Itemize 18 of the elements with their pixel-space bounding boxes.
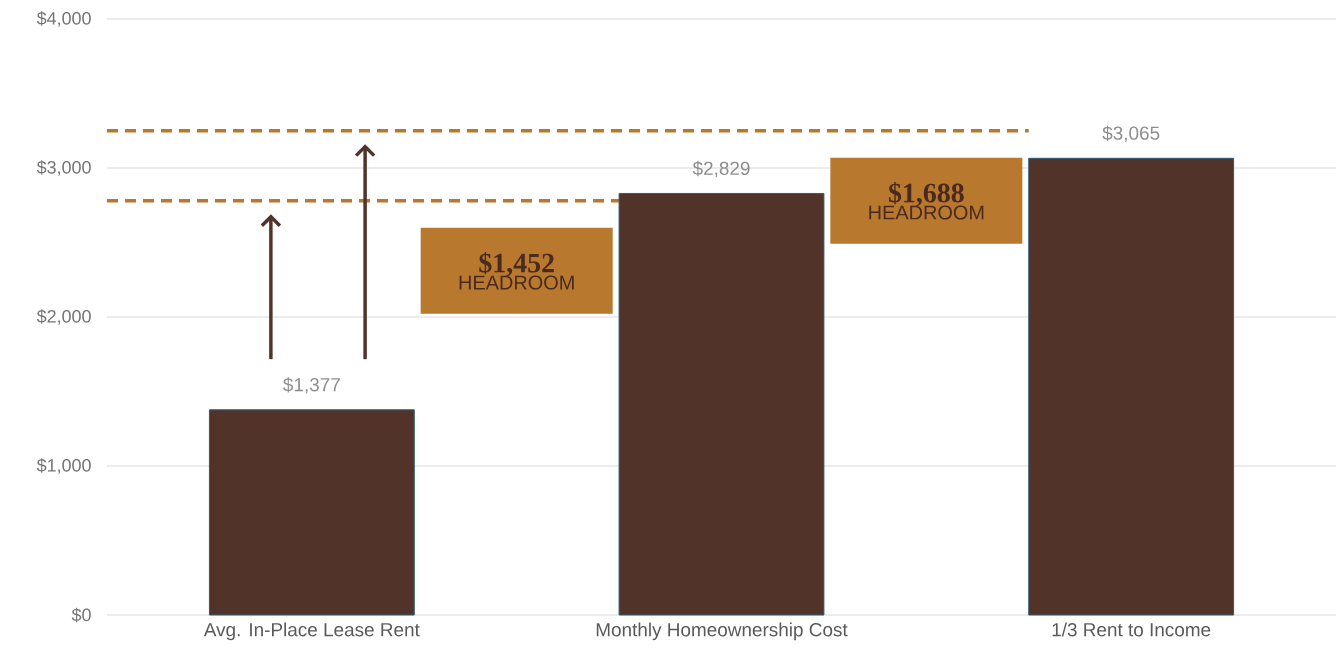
x-tick-label: Avg. In-Place Lease Rent [203,622,420,641]
data-label: $3,065 [1102,125,1160,143]
annotation: $1,452 [479,251,554,277]
annotation: $1,688 [888,181,964,207]
data-label: $2,829 [692,160,750,178]
y-tick-label: $4,000 [36,11,91,27]
x-tick-label: Monthly Homeownership Cost [596,622,848,641]
x-tick-label: 1/3 Rent to Income [1052,622,1211,637]
bar [208,409,415,616]
data-label: $1,377 [283,377,340,394]
y-tick-label: $3,000 [36,160,91,176]
annotation: HEADROOM [869,205,984,220]
bar [618,192,825,616]
bar [1028,157,1235,616]
y-tick-label: $0 [71,607,91,623]
y-tick-label: $1,000 [36,458,91,474]
annotation: HEADROOM [459,275,574,290]
y-tick-label: $2,000 [36,309,91,325]
